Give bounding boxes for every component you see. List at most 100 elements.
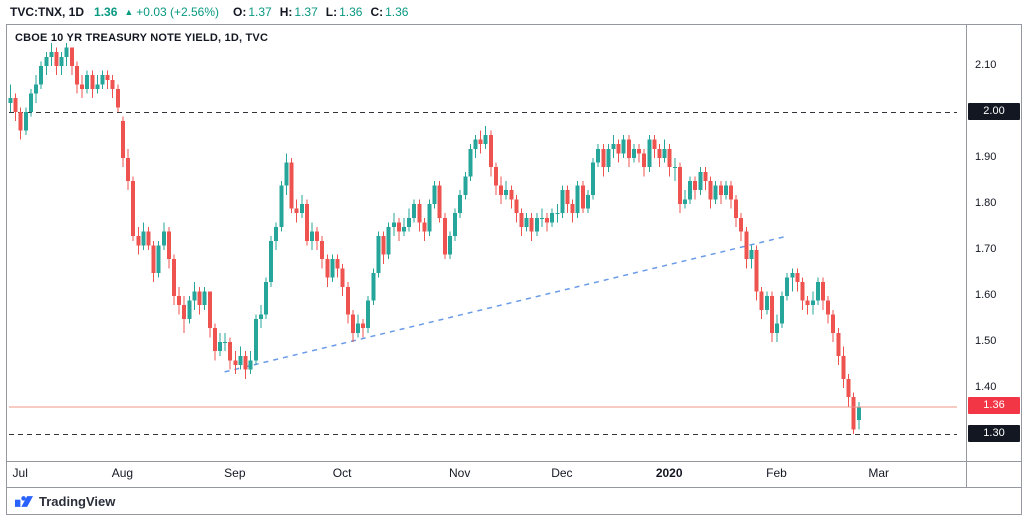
candle-body	[790, 273, 795, 278]
candle-body	[361, 323, 366, 329]
candle-body	[18, 112, 23, 131]
candle-body	[156, 245, 161, 273]
candle-body	[110, 79, 115, 89]
candle-body	[320, 240, 325, 260]
candle-body	[253, 319, 258, 361]
candle-body	[432, 185, 437, 204]
brand-name[interactable]: TradingView	[39, 493, 116, 509]
candle-body	[621, 139, 626, 154]
candle-body	[611, 144, 616, 149]
price-change: +0.03 (+2.56%)	[136, 5, 220, 19]
time-axis-divider	[7, 461, 1021, 462]
candle-body	[555, 213, 560, 215]
candle-body	[846, 378, 851, 398]
candle-body	[447, 236, 452, 255]
candle-body	[44, 56, 49, 66]
candle-body	[212, 328, 217, 352]
candle-body	[427, 204, 432, 232]
candle-body	[652, 139, 657, 149]
tradingview-logo-icon	[15, 495, 33, 507]
candle-body	[350, 314, 355, 333]
time-label-Nov: Nov	[449, 466, 471, 480]
candle-body	[514, 199, 519, 214]
trendline[interactable]	[224, 235, 787, 373]
candle-body	[662, 148, 667, 158]
candle-body	[703, 171, 708, 181]
candle-body	[166, 231, 171, 260]
price-tick: 2.10	[975, 59, 997, 71]
candle-body	[371, 273, 376, 301]
candle-body	[177, 296, 182, 306]
symbol-info-bar[interactable]: TVC:TNX, 1D 1.36 ▲ +0.03 (+2.56%) O: 1.37…	[10, 0, 408, 24]
candle-body	[100, 75, 105, 85]
candle-body	[739, 217, 744, 232]
candle-body	[488, 135, 493, 168]
time-label-Oct: Oct	[332, 466, 352, 480]
candle-body	[826, 300, 831, 315]
candle-body	[396, 222, 401, 232]
candle-body	[304, 204, 309, 241]
candle-body	[657, 148, 662, 158]
ohlc-key: L:	[325, 5, 338, 19]
ohlc-value: 1.36	[385, 5, 409, 19]
candle-body	[202, 291, 207, 306]
candle-body	[274, 227, 279, 241]
candle-body	[381, 236, 386, 255]
candle-body	[294, 208, 299, 214]
candle-body	[642, 153, 647, 168]
candle-body	[565, 190, 570, 204]
candle-body	[59, 56, 64, 66]
candlestick-chart[interactable]	[7, 25, 966, 461]
candle-body	[529, 217, 534, 232]
candle-body	[631, 148, 636, 158]
candle-body	[616, 144, 621, 154]
candle-body	[115, 89, 120, 108]
candle-body	[187, 300, 192, 319]
last-price: 1.36	[94, 5, 118, 19]
candle-body	[309, 231, 314, 241]
time-axis[interactable]: Jul Aug Sep Oct Nov Dec 2020 Feb Mar	[7, 462, 966, 487]
candle-body	[238, 355, 243, 365]
time-label-Feb: Feb	[766, 466, 787, 480]
candle-body	[754, 250, 759, 292]
candle-body	[749, 250, 754, 260]
candle-body	[120, 121, 125, 158]
candle-body	[49, 52, 54, 57]
candle-body	[637, 148, 642, 154]
time-label-Dec: Dec	[551, 466, 573, 480]
candle-body	[713, 185, 718, 200]
candle-body	[734, 199, 739, 218]
candle-body	[723, 185, 728, 195]
candle-body	[683, 199, 688, 204]
price-badge-2.00: 2.00	[968, 103, 1020, 120]
candle-body	[422, 222, 427, 232]
candle-body	[647, 139, 652, 168]
candle-body	[550, 213, 555, 223]
ohlc-key: C:	[370, 5, 384, 19]
symbol-title[interactable]: TVC:TNX, 1D	[10, 5, 85, 19]
candle-body	[299, 204, 304, 214]
price-axis[interactable]: 2.10 1.90 1.80 1.70 1.60 1.50 1.40 2.00 1.36 1.30	[966, 25, 1021, 487]
candle-body	[131, 181, 136, 237]
chart-legend[interactable]: CBOE 10 YR TREASURY NOTE YIELD, 1D, TVC	[15, 32, 269, 44]
chart-pane[interactable]: CBOE 10 YR TREASURY NOTE YIELD, 1D, TVC	[7, 25, 966, 461]
candle-body	[677, 167, 682, 204]
candle-body	[591, 162, 596, 195]
candle-body	[386, 227, 391, 255]
candle-body	[330, 259, 335, 278]
price-tick: 1.50	[975, 335, 997, 347]
candle-body	[831, 314, 836, 333]
candle-body	[264, 282, 268, 315]
time-label-Aug: Aug	[111, 466, 134, 480]
candle-body	[759, 291, 764, 310]
candle-body	[856, 406, 861, 421]
candle-body	[376, 236, 381, 273]
candle-body	[284, 162, 289, 186]
candle-body	[499, 185, 504, 195]
candle-body	[504, 190, 509, 195]
candle-body	[575, 185, 580, 214]
candle-body	[28, 93, 33, 112]
candle-body	[355, 323, 360, 333]
candle-body	[258, 314, 263, 319]
candle-body	[534, 217, 539, 232]
